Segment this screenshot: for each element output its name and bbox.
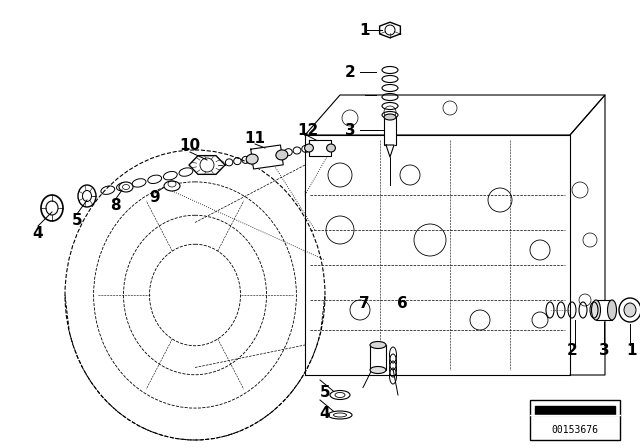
- Ellipse shape: [607, 300, 616, 320]
- Ellipse shape: [591, 300, 600, 320]
- Ellipse shape: [384, 114, 396, 120]
- Ellipse shape: [276, 150, 288, 160]
- Polygon shape: [535, 406, 615, 414]
- Bar: [370, 345, 386, 370]
- Ellipse shape: [370, 366, 386, 374]
- Text: 2: 2: [344, 65, 355, 79]
- Ellipse shape: [246, 154, 258, 164]
- Text: 6: 6: [397, 296, 408, 310]
- Text: 8: 8: [109, 198, 120, 212]
- Text: 5: 5: [72, 212, 83, 228]
- Text: 9: 9: [150, 190, 160, 204]
- Text: 4: 4: [320, 405, 330, 421]
- Text: 3: 3: [345, 122, 355, 138]
- Text: 1: 1: [627, 343, 637, 358]
- Text: 1: 1: [360, 22, 371, 38]
- Ellipse shape: [330, 391, 350, 400]
- Ellipse shape: [326, 144, 335, 152]
- Text: 11: 11: [244, 130, 266, 146]
- Polygon shape: [251, 145, 284, 169]
- Bar: [530, 400, 620, 440]
- Text: 12: 12: [298, 122, 319, 138]
- Polygon shape: [189, 155, 225, 174]
- Text: 00153676: 00153676: [552, 425, 598, 435]
- Text: 10: 10: [179, 138, 200, 152]
- Ellipse shape: [619, 298, 640, 322]
- Text: 5: 5: [320, 384, 330, 400]
- Bar: [384, 117, 396, 145]
- Ellipse shape: [305, 144, 314, 152]
- Polygon shape: [386, 145, 394, 157]
- Ellipse shape: [164, 181, 180, 191]
- Text: 4: 4: [33, 225, 44, 241]
- Text: 2: 2: [566, 343, 577, 358]
- Polygon shape: [380, 22, 401, 38]
- Ellipse shape: [624, 303, 636, 317]
- Ellipse shape: [370, 341, 386, 349]
- Text: 7: 7: [358, 296, 369, 310]
- Polygon shape: [309, 140, 331, 156]
- Ellipse shape: [119, 182, 133, 192]
- Bar: [596, 300, 612, 320]
- Text: 3: 3: [598, 343, 609, 358]
- Ellipse shape: [328, 411, 352, 419]
